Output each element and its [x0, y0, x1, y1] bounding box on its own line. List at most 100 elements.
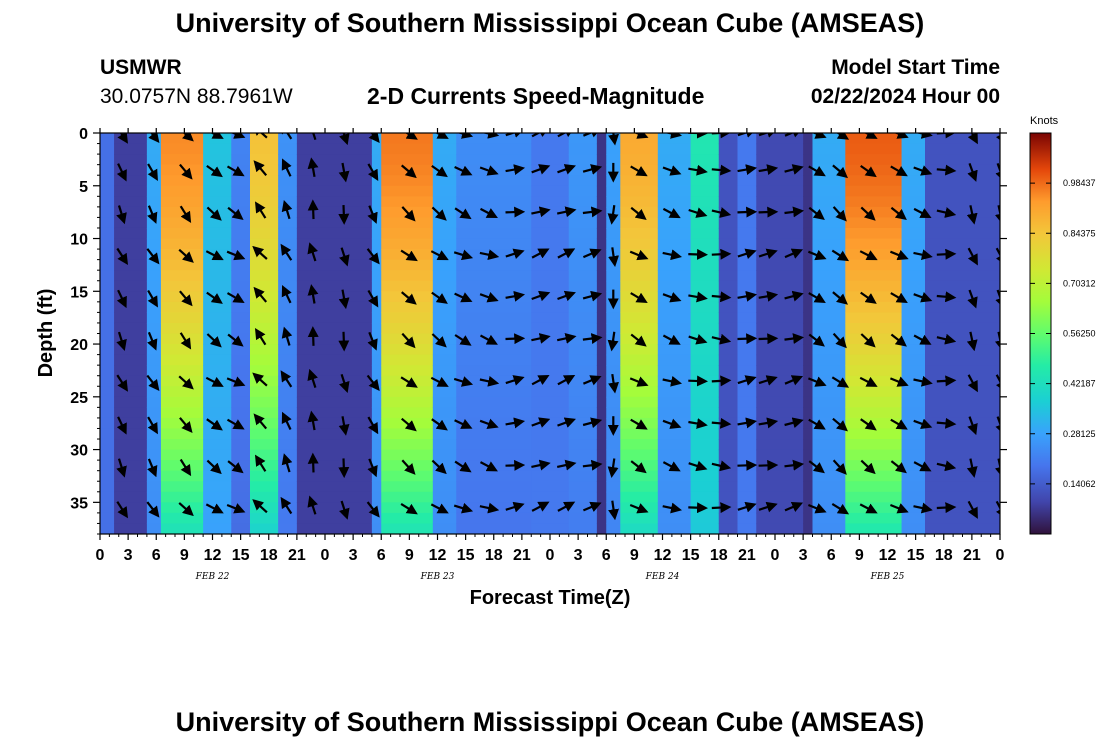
- current-vector-arrow: [431, 333, 447, 348]
- heatmap-cell: [737, 365, 757, 377]
- heatmap-cell: [231, 428, 251, 440]
- heatmap-cell: [432, 439, 457, 451]
- heatmap-cell: [432, 407, 457, 419]
- heatmap-cell: [381, 354, 434, 366]
- x-tick-label: 12: [654, 547, 672, 564]
- current-vector-arrow: [430, 376, 449, 387]
- heatmap-cell: [100, 386, 115, 398]
- heatmap-cell: [146, 143, 162, 155]
- current-vector-arrow: [688, 502, 709, 514]
- current-vector-arrow: [307, 133, 318, 141]
- current-vector-arrow: [254, 454, 267, 472]
- current-vector-arrow: [505, 459, 526, 471]
- heatmap-cell: [756, 312, 804, 324]
- heatmap-cell: [718, 227, 739, 240]
- heatmap-cell: [114, 280, 148, 292]
- current-vector-arrow: [936, 248, 957, 260]
- current-vector-arrow: [531, 501, 550, 512]
- heatmap-cell: [812, 365, 846, 377]
- heatmap-cell: [620, 333, 659, 345]
- current-vector-arrow: [967, 163, 978, 182]
- heatmap-cell: [606, 365, 621, 377]
- heatmap-cell: [803, 270, 814, 282]
- heatmap-cell: [296, 227, 373, 240]
- current-vector-arrow: [995, 416, 1000, 436]
- heatmap-cell: [657, 523, 692, 534]
- heatmap-cell: [114, 133, 148, 145]
- heatmap-cell: [803, 417, 814, 430]
- heatmap-cell: [231, 301, 251, 313]
- current-vector-arrow: [784, 459, 805, 471]
- current-vector-arrow: [737, 333, 758, 345]
- heatmap-cell: [146, 301, 162, 313]
- heatmap-cell: [756, 175, 804, 187]
- x-tick-label: 12: [429, 547, 447, 564]
- heatmap-cell: [901, 407, 926, 419]
- heatmap-cell: [803, 312, 814, 324]
- heatmap-cell: [718, 143, 739, 155]
- heatmap-cell: [231, 238, 251, 250]
- current-vector-arrow: [252, 245, 268, 260]
- heatmap-cell: [845, 439, 903, 451]
- current-vector-arrow: [966, 331, 978, 352]
- heatmap-cell: [160, 481, 204, 493]
- heatmap-cell: [812, 481, 846, 493]
- heatmap-cell: [737, 196, 757, 208]
- heatmap-cell: [100, 470, 115, 482]
- heatmap-cell: [812, 164, 846, 176]
- current-vector-arrow: [116, 247, 129, 265]
- current-vector-arrow: [913, 502, 933, 514]
- heatmap-cell: [620, 428, 659, 440]
- heatmap-cell: [568, 354, 598, 366]
- heatmap-cell: [432, 217, 457, 229]
- heatmap-cell: [718, 491, 739, 503]
- x-tick-label: 18: [260, 547, 278, 564]
- heatmap-cell: [737, 259, 757, 271]
- heatmap-cell: [296, 143, 373, 155]
- current-vector-arrow: [688, 248, 709, 260]
- heatmap-cell: [925, 439, 1000, 451]
- current-vector-arrow: [607, 205, 619, 225]
- heatmap-cell: [456, 407, 532, 419]
- heatmap-cell: [568, 143, 598, 155]
- heatmap-cell: [456, 175, 532, 187]
- x-tick-label: 6: [152, 547, 161, 564]
- heatmap-cell: [531, 217, 570, 229]
- heatmap-cell: [100, 133, 115, 145]
- current-vector-arrow: [784, 375, 804, 386]
- current-vector-arrow: [630, 418, 648, 430]
- heatmap-cell: [432, 227, 457, 240]
- heatmap-cell: [568, 259, 598, 271]
- heatmap-cell: [690, 407, 720, 419]
- heatmap-cell: [737, 154, 757, 166]
- heatmap-cell: [845, 175, 903, 187]
- heatmap-cell: [606, 217, 621, 229]
- heatmap-cell: [278, 365, 298, 377]
- colorbar-unit: Knots: [1030, 115, 1059, 127]
- current-vector-arrow: [808, 418, 826, 430]
- current-vector-arrow: [758, 164, 779, 176]
- heatmap-cell: [606, 344, 621, 356]
- heatmap-cell: [596, 164, 607, 176]
- heatmap-cell: [756, 322, 804, 335]
- heatmap-cell: [657, 417, 692, 430]
- current-vector-arrow: [307, 368, 318, 388]
- heatmap-cell: [100, 481, 115, 493]
- heatmap-cell: [231, 227, 251, 240]
- heatmap-cell: [901, 280, 926, 292]
- heatmap-cell: [925, 407, 1000, 419]
- heatmap-cell: [925, 386, 1000, 398]
- current-vector-arrow: [505, 501, 525, 513]
- heatmap-cell: [568, 196, 598, 208]
- heatmap-cell: [278, 270, 298, 282]
- heatmap-cell: [203, 396, 232, 408]
- current-vector-arrow: [178, 375, 194, 390]
- current-vector-arrow: [206, 291, 223, 304]
- heatmap-cell: [812, 407, 846, 419]
- heatmap-cell: [100, 449, 115, 461]
- current-vector-arrow: [281, 200, 293, 220]
- heatmap-cell: [371, 428, 382, 440]
- heatmap-cell: [690, 196, 720, 208]
- heatmap-cell: [901, 481, 926, 493]
- current-vector-arrow: [479, 292, 499, 303]
